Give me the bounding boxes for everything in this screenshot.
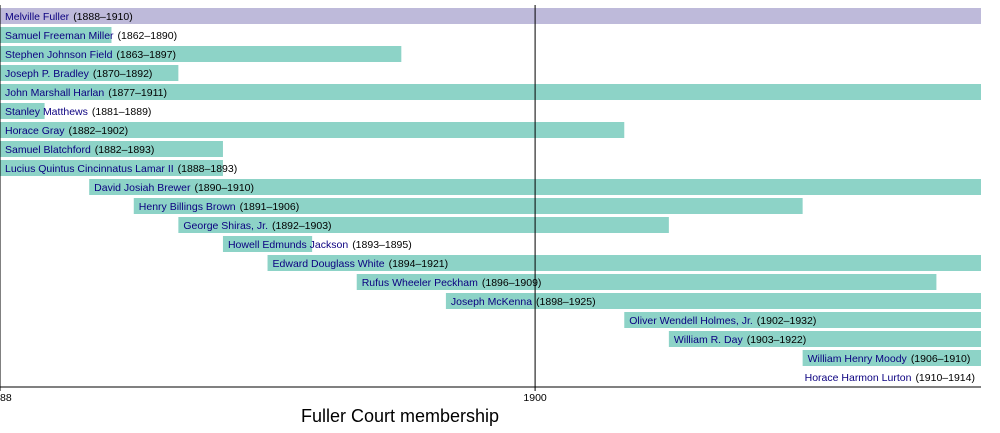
justice-name: John Marshall Harlan [5, 87, 104, 99]
bar-label: Joseph P. Bradley (1870–1892) [5, 68, 152, 80]
bar-label: Oliver Wendell Holmes, Jr. (1902–1932) [629, 315, 816, 327]
justice-name: Lucius Quintus Cincinnatus Lamar II [5, 163, 174, 175]
bar-label: Edward Douglass White (1894–1921) [273, 258, 449, 270]
justice-years: (1882–1902) [69, 125, 129, 137]
bar-label: John Marshall Harlan (1877–1911) [5, 87, 167, 99]
justice-name: Oliver Wendell Holmes, Jr. [629, 315, 753, 327]
bar-label: Samuel Blatchford (1882–1893) [5, 144, 154, 156]
bar-label: Horace Gray (1882–1902) [5, 125, 128, 137]
justice-years: (1888–1893) [178, 163, 238, 175]
bar-label: Henry Billings Brown (1891–1906) [139, 201, 299, 213]
bar [267, 255, 982, 271]
justice-years: (1893–1895) [352, 239, 412, 251]
bar [0, 141, 223, 157]
justice-years: (1896–1909) [482, 277, 542, 289]
bar-label: Howell Edmunds Jackson (1893–1895) [228, 239, 412, 251]
x-tick-label: 1888 [0, 392, 12, 404]
justice-years: (1902–1932) [757, 315, 817, 327]
bar [802, 350, 981, 366]
bar-label: Melville Fuller (1888–1910) [5, 11, 133, 23]
justice-name: Samuel Blatchford [5, 144, 91, 156]
bar-label: David Josiah Brewer (1890–1910) [94, 182, 254, 194]
justice-years: (1882–1893) [95, 144, 155, 156]
justice-name: Howell Edmunds Jackson [228, 239, 348, 251]
justice-years: (1894–1921) [389, 258, 449, 270]
justice-years: (1888–1910) [73, 11, 133, 23]
bar [0, 65, 179, 81]
justice-years: (1891–1906) [240, 201, 300, 213]
justice-name: Samuel Freeman Miller [5, 30, 114, 42]
bar [356, 274, 937, 290]
justice-name: William Henry Moody [808, 353, 908, 365]
justice-years: (1892–1903) [272, 220, 332, 232]
justice-name: Edward Douglass White [273, 258, 385, 270]
bar [133, 198, 803, 214]
bar [445, 293, 982, 309]
bar-label: Lucius Quintus Cincinnatus Lamar II (1888… [5, 163, 237, 175]
justice-name: Henry Billings Brown [139, 201, 236, 213]
justice-name: Joseph P. Bradley [5, 68, 90, 80]
bar-label: Stanley Matthews (1881–1889) [5, 106, 151, 118]
justice-years: (1906–1910) [911, 353, 971, 365]
bar-label: William R. Day (1903–1922) [674, 334, 806, 346]
justice-name: George Shiras, Jr. [183, 220, 268, 232]
bar [0, 103, 45, 119]
bar-label: Horace Harmon Lurton (1910–1914) [805, 372, 975, 384]
justice-name: David Josiah Brewer [94, 182, 191, 194]
justice-name: Stephen Johnson Field [5, 49, 113, 61]
bar-label: Joseph McKenna (1898–1925) [451, 296, 596, 308]
bar [222, 236, 313, 252]
justice-years: (1881–1889) [92, 106, 152, 118]
bar [178, 217, 669, 233]
justice-years: (1863–1897) [116, 49, 176, 61]
justice-name: Horace Harmon Lurton [805, 372, 912, 384]
justice-years: (1870–1892) [93, 68, 153, 80]
justice-name: Horace Gray [5, 125, 65, 137]
x-tick-label: 1900 [523, 392, 547, 404]
bar [668, 331, 981, 347]
justice-years: (1910–1914) [915, 372, 975, 384]
bar-label: William Henry Moody (1906–1910) [808, 353, 971, 365]
justice-name: William R. Day [674, 334, 744, 346]
bar [624, 312, 981, 328]
bar [0, 27, 112, 43]
bar [0, 8, 981, 24]
bar [0, 84, 981, 100]
bar-label: George Shiras, Jr. (1892–1903) [183, 220, 331, 232]
bar-label: Rufus Wheeler Peckham (1896–1909) [362, 277, 542, 289]
justice-years: (1890–1910) [194, 182, 254, 194]
justice-name: Rufus Wheeler Peckham [362, 277, 478, 289]
justice-years: (1862–1890) [118, 30, 178, 42]
justice-years: (1877–1911) [108, 87, 167, 99]
justice-name: Joseph McKenna [451, 296, 532, 308]
bar [0, 160, 223, 176]
bar-label: Stephen Johnson Field (1863–1897) [5, 49, 176, 61]
justice-name: Melville Fuller [5, 11, 70, 23]
bar [0, 46, 402, 62]
bar [0, 122, 625, 138]
justice-name: Stanley Matthews [5, 106, 88, 118]
justice-years: (1898–1925) [536, 296, 596, 308]
bar-label: Samuel Freeman Miller (1862–1890) [5, 30, 177, 42]
chart-title: Fuller Court membership [301, 406, 499, 426]
justice-years: (1903–1922) [747, 334, 807, 346]
